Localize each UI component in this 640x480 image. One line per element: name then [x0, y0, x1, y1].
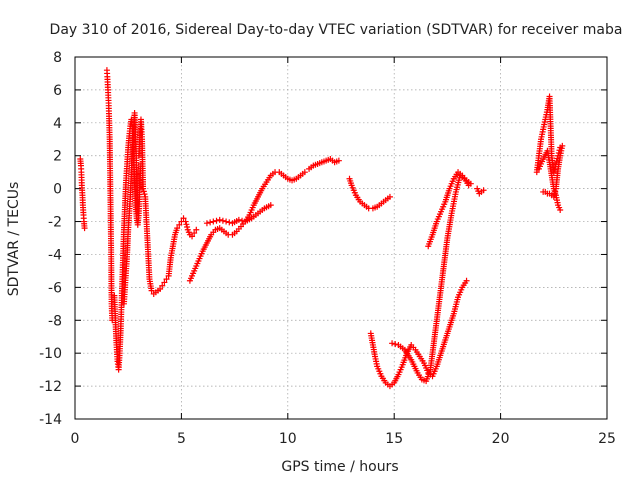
y-tick-label: 2 [53, 149, 62, 165]
y-tick-label: -6 [48, 280, 62, 296]
data-point [552, 188, 559, 195]
data-point [159, 282, 166, 289]
x-tick-label: 20 [492, 431, 510, 447]
y-tick-label: -4 [48, 247, 62, 263]
data-point [226, 219, 233, 226]
x-tick-label: 0 [71, 431, 80, 447]
y-tick-label: 0 [53, 182, 62, 198]
axis-ticks: 0 5 10 15 20 25 -14 -12 -10 -8 -6 -4 -2 0 2 4 6 8 [39, 50, 616, 447]
data-point [219, 217, 226, 224]
data-point [134, 210, 141, 217]
x-tick-label: 10 [279, 431, 297, 447]
data-point [148, 287, 155, 294]
data-point [183, 221, 190, 228]
y-tick-label: -12 [39, 379, 62, 395]
data-point [191, 230, 198, 237]
data-point [189, 233, 196, 240]
y-tick-label: 6 [53, 83, 62, 99]
data-point [184, 224, 191, 231]
data-point [335, 157, 342, 164]
data-point [550, 193, 557, 200]
y-axis-label: SDTVAR / TECUs [6, 182, 22, 297]
data-point [193, 226, 200, 233]
data-point [467, 180, 474, 187]
data-point [301, 169, 308, 176]
data-point [386, 193, 393, 200]
y-tick-label: -10 [39, 346, 62, 362]
data-point [223, 218, 230, 225]
data-points [77, 67, 566, 390]
data-point [157, 286, 164, 293]
chart-title: Day 310 of 2016, Sidereal Day-to-day VTE… [50, 22, 623, 38]
x-axis-label: GPS time / hours [281, 459, 398, 475]
data-point [140, 188, 147, 195]
data-point [557, 207, 564, 214]
data-point [551, 191, 558, 198]
data-point [203, 220, 210, 227]
data-point [239, 217, 246, 224]
data-point [210, 218, 217, 225]
data-point [389, 340, 396, 347]
x-tick-label: 25 [598, 431, 616, 447]
y-tick-label: 8 [53, 50, 62, 66]
plot-frame [74, 56, 608, 420]
data-point [180, 215, 187, 222]
x-tick-label: 15 [385, 431, 403, 447]
data-point [141, 191, 148, 198]
x-tick-label: 5 [177, 431, 186, 447]
y-tick-label: -2 [48, 215, 62, 231]
data-point [480, 187, 487, 194]
y-tick-label: -8 [48, 313, 62, 329]
grid-lines [75, 57, 607, 419]
data-point [463, 277, 470, 284]
data-point [176, 221, 183, 228]
data-point [182, 218, 189, 225]
data-point [81, 225, 88, 232]
data-point [140, 185, 147, 192]
data-point [559, 142, 566, 149]
data-point [213, 217, 220, 224]
data-point [161, 279, 168, 286]
data-point [267, 202, 274, 209]
y-tick-label: -14 [39, 412, 62, 428]
data-point [392, 341, 399, 348]
data-point [235, 216, 242, 223]
data-point [163, 276, 170, 283]
data-point [207, 219, 214, 226]
data-point [216, 216, 223, 223]
data-point [174, 225, 181, 232]
y-tick-label: 4 [53, 116, 62, 132]
